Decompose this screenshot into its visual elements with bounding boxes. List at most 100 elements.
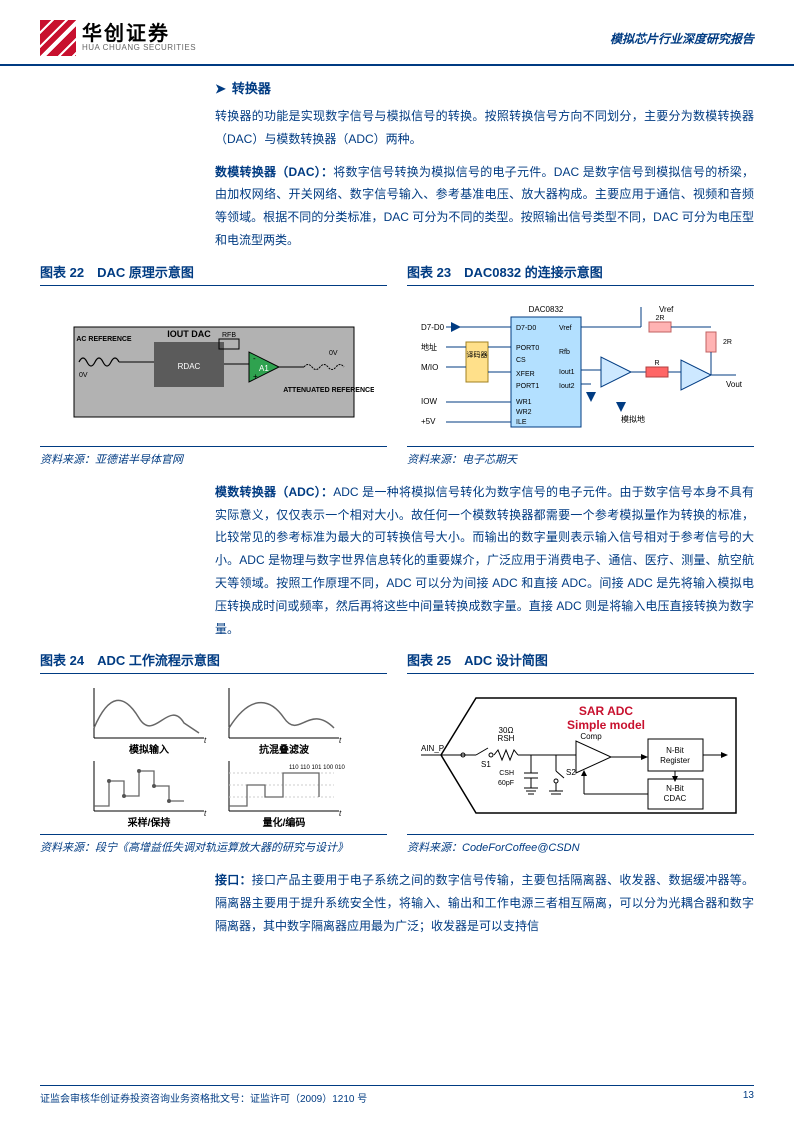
figure-22: 图表 22 DAC 原理示意图 IOUT DAC RDAC AC REFEREN… — [40, 262, 387, 467]
fig24-title: 图表 24 ADC 工作流程示意图 — [40, 650, 387, 674]
page-footer: 证监会审核华创证券投资咨询业务资格批文号：证监许可（2009）1210 号 13 — [40, 1085, 754, 1105]
fig23-body: DAC0832 D7-D0 PORT0 CS XFER PORT1 WR1 WR… — [407, 292, 754, 442]
svg-text:PORT1: PORT1 — [516, 383, 539, 390]
svg-text:IOUT DAC: IOUT DAC — [167, 329, 211, 339]
svg-text:S1: S1 — [481, 760, 491, 769]
svg-text:Rfb: Rfb — [559, 349, 570, 356]
svg-text:N-Bit: N-Bit — [666, 784, 685, 793]
svg-text:t: t — [339, 809, 342, 818]
svg-text:CS: CS — [516, 357, 526, 364]
figure-25: 图表 25 ADC 设计简图 SAR ADC Simple model AIN_… — [407, 650, 754, 855]
arrow-icon: ➤ — [215, 81, 226, 96]
fig23-title: 图表 23 DAC0832 的连接示意图 — [407, 262, 754, 286]
svg-text:Comp: Comp — [580, 732, 602, 741]
svg-text:t: t — [339, 736, 342, 745]
svg-text:采样/保持: 采样/保持 — [126, 816, 170, 828]
svg-text:ATTENUATED REFERENCE: ATTENUATED REFERENCE — [283, 387, 374, 394]
converter-heading: ➤转换器 — [215, 78, 754, 97]
svg-text:量化/编码: 量化/编码 — [262, 816, 305, 828]
svg-text:SAR ADC: SAR ADC — [578, 704, 633, 718]
svg-text:110 110 101 100 010: 110 110 101 100 010 — [289, 765, 345, 771]
fig24-svg: t 模拟输入 t 抗混叠滤波 t — [64, 683, 364, 828]
svg-text:30Ω: 30Ω — [498, 726, 513, 735]
fig25-body: SAR ADC Simple model AIN_P S1 RSH 30Ω — [407, 680, 754, 830]
svg-text:D7-D0: D7-D0 — [421, 323, 445, 332]
svg-text:CDAC: CDAC — [663, 794, 686, 803]
svg-text:地址: 地址 — [421, 342, 437, 352]
fig22-body: IOUT DAC RDAC AC REFERENCE 0V RFB A1 - + — [40, 292, 387, 442]
fig25-title: 图表 25 ADC 设计简图 — [407, 650, 754, 674]
figure-24: 图表 24 ADC 工作流程示意图 t 模拟输入 t — [40, 650, 387, 855]
svg-text:ILE: ILE — [516, 419, 527, 426]
figure-row-1: 图表 22 DAC 原理示意图 IOUT DAC RDAC AC REFEREN… — [40, 262, 754, 467]
svg-text:AC REFERENCE: AC REFERENCE — [76, 336, 132, 343]
footer-left: 证监会审核华创证券投资咨询业务资格批文号：证监许可（2009）1210 号 — [40, 1090, 367, 1105]
figure-23: 图表 23 DAC0832 的连接示意图 DAC0832 D7-D0 PORT0… — [407, 262, 754, 467]
svg-text:XFER: XFER — [516, 371, 535, 378]
svg-text:0V: 0V — [79, 372, 88, 379]
svg-text:+5V: +5V — [421, 417, 436, 426]
svg-text:2R: 2R — [723, 339, 732, 346]
svg-text:Iout2: Iout2 — [559, 383, 575, 390]
svg-text:WR1: WR1 — [516, 399, 532, 406]
para-intro: 转换器的功能是实现数字信号与模拟信号的转换。按照转换信号方向不同划分，主要分为数… — [215, 105, 754, 151]
svg-text:N-Bit: N-Bit — [666, 746, 685, 755]
para-iface: 接口：接口产品主要用于电子系统之间的数字信号传输，主要包括隔离器、收发器、数据缓… — [215, 869, 754, 937]
logo: 华创证券 HUA CHUANG SECURITIES — [40, 20, 196, 56]
svg-text:RFB: RFB — [222, 332, 236, 339]
fig23-source: 资料来源：电子芯期天 — [407, 446, 754, 467]
adc-label: 模数转换器（ADC）： — [215, 485, 333, 499]
svg-text:-: - — [253, 354, 256, 363]
fig23-svg: DAC0832 D7-D0 PORT0 CS XFER PORT1 WR1 WR… — [411, 292, 751, 442]
svg-text:Simple model: Simple model — [566, 718, 644, 732]
svg-text:DAC0832: DAC0832 — [528, 305, 563, 314]
svg-text:RDAC: RDAC — [177, 362, 200, 371]
svg-text:模拟输入: 模拟输入 — [129, 743, 169, 756]
fig24-body: t 模拟输入 t 抗混叠滤波 t — [40, 680, 387, 830]
logo-icon — [40, 20, 76, 56]
svg-text:模拟地: 模拟地 — [621, 414, 645, 424]
svg-text:CSH: CSH — [499, 770, 514, 777]
logo-cn: 华创证券 — [82, 24, 196, 44]
svg-text:A1: A1 — [259, 364, 269, 373]
svg-text:60pF: 60pF — [498, 780, 514, 787]
fig24-source: 资料来源：段宁《高增益低失调对轨运算放大器的研究与设计》 — [40, 834, 387, 855]
page-header: 华创证券 HUA CHUANG SECURITIES 模拟芯片行业深度研究报告 — [0, 0, 794, 66]
svg-text:Register: Register — [660, 756, 690, 765]
svg-text:抗混叠滤波: 抗混叠滤波 — [259, 743, 310, 756]
svg-text:Vout: Vout — [726, 380, 743, 389]
iface-text: 接口产品主要用于电子系统之间的数字信号传输，主要包括隔离器、收发器、数据缓冲器等… — [215, 873, 754, 933]
para-dac: 数模转换器（DAC）：将数字信号转换为模拟信号的电子元件。DAC 是数字信号到模… — [215, 161, 754, 252]
svg-text:0V: 0V — [329, 350, 338, 357]
svg-text:t: t — [204, 809, 207, 818]
svg-text:t: t — [204, 736, 207, 745]
svg-text:译码器: 译码器 — [466, 351, 487, 359]
svg-text:2R: 2R — [655, 315, 664, 322]
fig22-title: 图表 22 DAC 原理示意图 — [40, 262, 387, 286]
fig22-svg: IOUT DAC RDAC AC REFERENCE 0V RFB A1 - + — [54, 297, 374, 437]
svg-text:Iout1: Iout1 — [559, 369, 575, 376]
iface-label: 接口： — [215, 873, 252, 887]
svg-text:D7-D0: D7-D0 — [516, 325, 536, 332]
para-adc: 模数转换器（ADC）：ADC 是一种将模拟信号转化为数字信号的电子元件。由于数字… — [215, 481, 754, 641]
svg-text:M/IO: M/IO — [421, 363, 438, 372]
svg-text:S2: S2 — [566, 768, 576, 777]
fig25-svg: SAR ADC Simple model AIN_P S1 RSH 30Ω — [416, 683, 746, 828]
figure-row-2: 图表 24 ADC 工作流程示意图 t 模拟输入 t — [40, 650, 754, 855]
logo-en: HUA CHUANG SECURITIES — [82, 44, 196, 52]
svg-text:R: R — [654, 360, 659, 367]
report-title: 模拟芯片行业深度研究报告 — [610, 30, 754, 47]
svg-text:Vref: Vref — [559, 325, 572, 332]
page-number: 13 — [743, 1090, 754, 1105]
fig22-source: 资料来源：亚德诺半导体官网 — [40, 446, 387, 467]
fig25-source: 资料来源：CodeForCoffee@CSDN — [407, 834, 754, 855]
svg-text:WR2: WR2 — [516, 409, 532, 416]
svg-text:PORT0: PORT0 — [516, 345, 539, 352]
svg-text:AIN_P: AIN_P — [421, 744, 444, 753]
dac-label: 数模转换器（DAC）： — [215, 165, 333, 179]
svg-text:+: + — [253, 372, 258, 381]
adc-text: ADC 是一种将模拟信号转化为数字信号的电子元件。由于数字信号本身不具有实际意义… — [215, 485, 754, 636]
svg-text:IOW: IOW — [421, 397, 437, 406]
svg-text:RSH: RSH — [497, 734, 514, 743]
svg-text:Vref: Vref — [659, 305, 674, 314]
